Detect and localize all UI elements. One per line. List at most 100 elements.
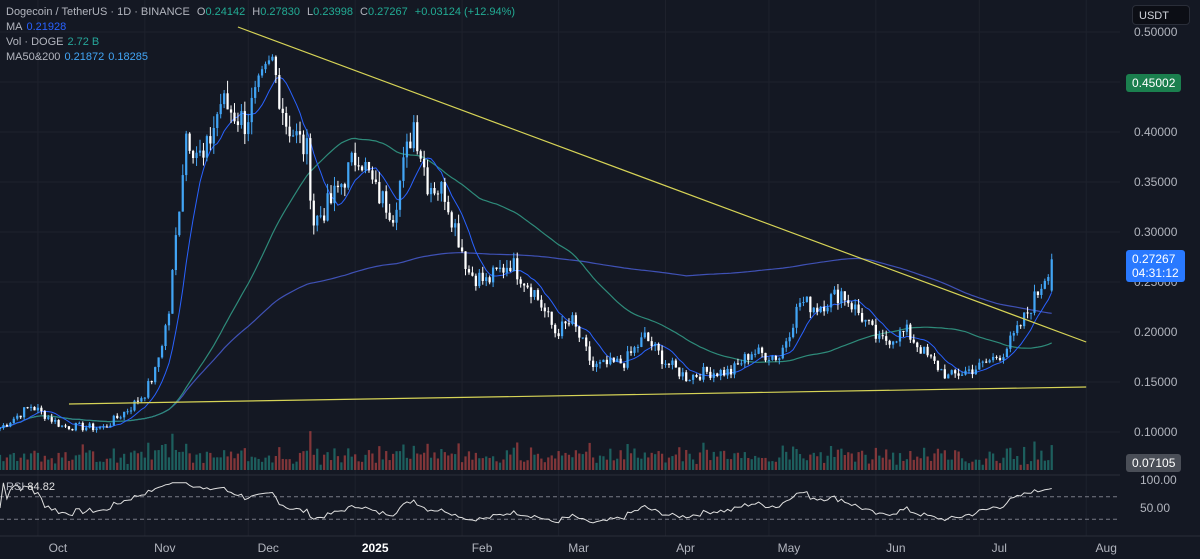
candle-body	[126, 411, 129, 413]
volume-bar	[347, 448, 350, 470]
candle-body	[267, 60, 271, 64]
volume-bar	[95, 461, 98, 470]
volume-bar	[47, 459, 50, 470]
volume-bar	[440, 449, 443, 470]
candle-body	[926, 346, 929, 356]
candle-body	[502, 267, 505, 273]
open-value: 0.24142	[205, 6, 246, 18]
volume-bar	[771, 461, 774, 470]
volume-bar	[147, 442, 150, 470]
volume-bar	[388, 460, 391, 470]
volume-bar	[502, 459, 505, 470]
rsi-legend[interactable]: RSI 84.82	[6, 481, 55, 493]
volume-bar	[329, 460, 333, 470]
candles	[0, 54, 1053, 433]
candle-body	[91, 423, 95, 431]
volume-bar	[295, 461, 298, 470]
volume-bar	[547, 457, 550, 470]
candle-body	[43, 411, 46, 419]
volume-bar	[385, 451, 388, 470]
volume-bar	[933, 453, 936, 470]
candle-body	[12, 418, 15, 423]
candle-body	[36, 407, 40, 411]
candle-body	[954, 370, 957, 374]
volume-bar	[516, 442, 519, 470]
candle-body	[657, 343, 660, 351]
current-price: 0.27267	[1132, 252, 1176, 266]
volume-bar	[571, 457, 574, 470]
candle-body	[516, 258, 519, 280]
volume-bar	[533, 454, 536, 470]
candle-body	[295, 131, 298, 136]
volume-bar	[116, 462, 119, 470]
candle-body	[816, 307, 819, 312]
volume-bar	[698, 452, 702, 470]
volume-bar	[650, 452, 653, 470]
candle-body	[81, 422, 84, 431]
candle-body	[509, 267, 512, 272]
candle-body	[847, 300, 850, 304]
candle-body	[333, 185, 336, 204]
candle-body	[485, 277, 488, 281]
currency-selector[interactable]: USDT	[1132, 5, 1190, 25]
volume-bar	[405, 457, 409, 470]
volume-bar	[119, 457, 122, 470]
candle-body	[136, 400, 140, 402]
volume-bar	[198, 453, 202, 470]
volume-bar	[798, 454, 802, 470]
rsi-tick-label: 50.00	[1140, 501, 1170, 515]
level-tag: 0.45002	[1126, 74, 1182, 92]
volume-bar	[398, 451, 402, 470]
volume-bar	[60, 457, 64, 470]
ma-line	[0, 76, 1053, 429]
candle-body	[736, 363, 740, 365]
volume-bar	[467, 451, 471, 470]
volume-bar	[195, 454, 198, 470]
candle-body	[664, 363, 667, 365]
candle-body	[450, 212, 453, 228]
volume-bar	[888, 459, 891, 470]
volume-bar	[581, 454, 584, 470]
volume-bar	[1050, 445, 1053, 470]
candle-body	[947, 374, 950, 379]
volume-bar	[357, 461, 360, 470]
candle-body	[791, 327, 795, 338]
volume-bar	[509, 454, 512, 470]
volume-bar	[702, 442, 705, 470]
vol-legend[interactable]: Vol · DOGE 2.72 B	[6, 36, 103, 48]
volume-bar	[885, 449, 888, 470]
candle-body	[805, 296, 809, 303]
ma50-200-legend[interactable]: MA50&200 0.21872 0.18285	[6, 51, 152, 63]
volume-bar	[664, 462, 667, 470]
price-tick-label: 0.35000	[1134, 175, 1178, 189]
candle-body	[1036, 291, 1040, 295]
volume-bar	[412, 445, 415, 470]
volume-bar	[557, 451, 560, 470]
candle-body	[719, 369, 722, 377]
volume-bar	[936, 448, 940, 470]
candle-body	[391, 219, 395, 223]
candle-body	[560, 321, 564, 337]
volume-tag: 0.07105	[1126, 454, 1182, 472]
candle-body	[691, 374, 695, 380]
time-axis[interactable]: Oct Nov Dec 2025 Feb Mar Apr May Jun Jul Aug	[0, 535, 1200, 555]
volume-bar	[123, 453, 126, 470]
candle-body	[247, 122, 250, 135]
candle-body	[316, 215, 319, 226]
candle-body	[150, 381, 153, 383]
candle-body	[885, 336, 888, 341]
month-label: Dec	[258, 541, 279, 555]
volume-bar	[133, 450, 136, 470]
volume-bar	[926, 456, 929, 470]
volume-bar	[691, 459, 695, 470]
volume-bar	[460, 462, 464, 470]
candle-body	[702, 366, 705, 380]
ma-legend[interactable]: MA 0.21928	[6, 21, 70, 33]
price-tick-label: 0.40000	[1134, 125, 1178, 139]
volume-bar	[891, 452, 895, 470]
volume-bar	[478, 458, 481, 470]
volume-bar	[954, 450, 957, 470]
candle-body	[464, 251, 467, 270]
volume-bar	[543, 462, 546, 470]
